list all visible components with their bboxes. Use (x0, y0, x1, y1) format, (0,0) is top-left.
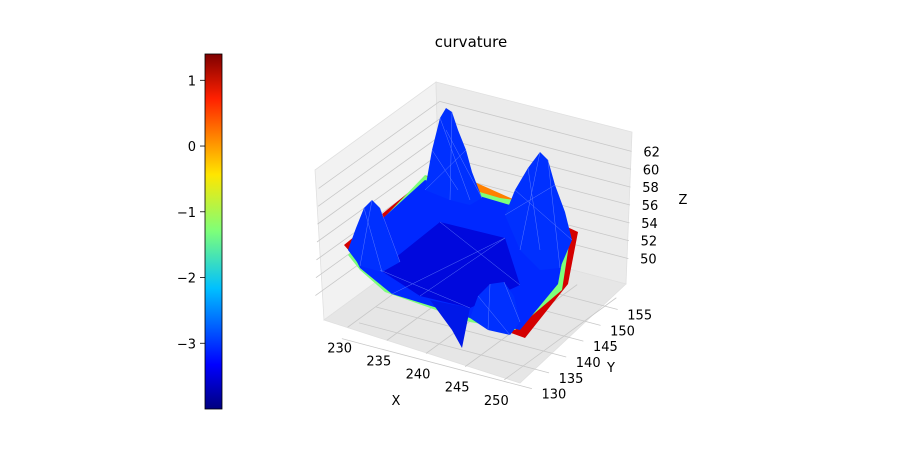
colorbar-tick-label: −1 (177, 206, 196, 221)
chart-title: curvature (435, 33, 507, 51)
y-grid-line (358, 322, 550, 374)
y-tick-label: 155 (627, 309, 652, 324)
z-tick-label: 54 (641, 217, 658, 232)
colorbar: 1 0 −1 −2 −3 (177, 53, 223, 410)
z-tick-label: 58 (642, 181, 659, 196)
y-tick-label: 150 (610, 324, 635, 339)
z-grid-line-left (318, 101, 440, 189)
y-tick-label: 130 (541, 388, 566, 403)
z-grid-line-left (317, 136, 439, 225)
colorbar-gradient (204, 53, 223, 410)
x-tick-labels: 230 235 240 245 250 (327, 341, 508, 409)
colorbar-tick-label: 0 (188, 140, 196, 155)
colorbar-tick-label: −3 (177, 337, 196, 352)
z-tick-label: 52 (641, 235, 658, 250)
z-grid-line-back (438, 118, 632, 170)
z-tick-label: 62 (643, 145, 660, 160)
surface-facets (359, 111, 573, 336)
colorbar-tick-label: −2 (177, 272, 196, 287)
peak-front (470, 282, 520, 335)
surface-dip (430, 300, 470, 348)
z-axis-label: Z (679, 193, 688, 208)
y-grid-line (341, 338, 532, 390)
surface (344, 108, 578, 348)
x-axis-label: X (392, 394, 401, 409)
z-tick-label: 50 (640, 253, 657, 268)
x-tick-label: 240 (406, 368, 431, 383)
z-grid-line-left (317, 118, 440, 207)
colorbar-tick-label: 1 (188, 74, 196, 89)
peak-back (425, 108, 482, 205)
x-tick-label: 230 (327, 341, 352, 356)
x-tick-label: 235 (366, 354, 391, 369)
y-grid-line (376, 306, 567, 358)
x-tick-label: 250 (484, 394, 509, 409)
y-tick-label: 145 (593, 340, 618, 355)
y-tick-label: 135 (559, 372, 584, 387)
x-tick-label: 245 (445, 381, 470, 396)
peak-left (348, 200, 400, 272)
colorbar-ticks: 1 0 −1 −2 −3 (177, 74, 205, 352)
z-tick-label: 60 (643, 163, 660, 178)
y-axis-label: Y (606, 361, 615, 376)
z-tick-label: 56 (642, 199, 659, 214)
y-tick-label: 140 (576, 356, 601, 371)
z-grid-line-back (439, 101, 632, 152)
z-grid-line-left (316, 154, 439, 243)
z-tick-labels: 50 52 54 56 58 60 62 (640, 145, 660, 267)
